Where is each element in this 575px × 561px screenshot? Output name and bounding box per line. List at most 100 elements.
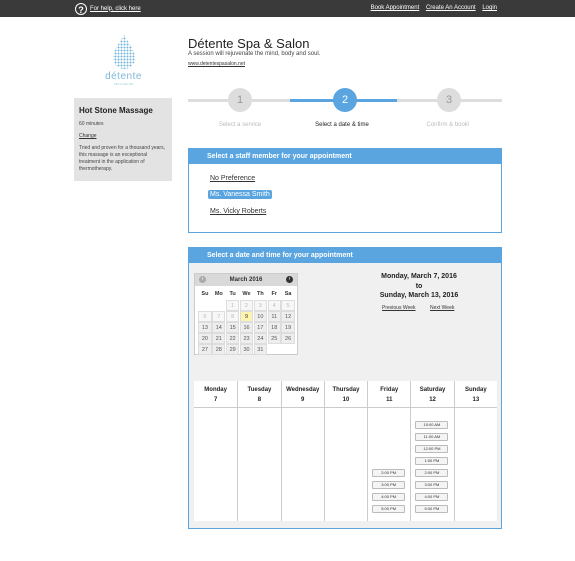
service-name: Hot Stone Massage [79,106,153,115]
calendar-day[interactable]: 10 [253,311,267,322]
day-column-friday: Friday 11 2:00 PM 3:00 PM 4:00 PM 5:00 PM [367,381,411,521]
change-service-link[interactable]: Change [79,133,97,139]
week-range-start: Monday, March 7, 2016 [381,273,457,280]
day-header: Saturday 12 [411,381,454,408]
calendar-day[interactable]: 29 [226,344,240,355]
time-slot-button[interactable]: 10:00 AM [415,421,449,429]
calendar-weekday-label: Mo [214,291,223,298]
calendar-empty-cell [212,300,225,310]
help-icon[interactable]: ? [75,2,87,15]
staff-panel-header: Select a staff member for your appointme… [189,149,501,164]
help-link[interactable]: For help, click here [90,5,141,12]
next-week-link[interactable]: Next Week [430,305,455,311]
calendar-day[interactable]: 25 [267,333,281,344]
calendar-empty-cell [281,344,294,354]
logo-subtitle: SPA & SALON [113,82,134,86]
calendar-day[interactable]: 30 [239,344,254,355]
calendar-day: 8 [226,311,240,322]
help-area[interactable]: ? For help, click here [75,1,141,16]
step-2-label: Select a date & time [315,122,369,128]
calendar-day[interactable]: 15 [226,322,240,333]
day-date: 7 [213,397,218,403]
calendar-day[interactable]: 13 [198,322,212,333]
calendar-day: 2 [239,300,254,311]
logo-wordmark: détente [105,71,142,82]
month-calendar: ‹ March 2016 › Su Mo Tu We Th Fr Sa 1 2 3 4 5 6 7 8 9 10… [194,273,298,355]
calendar-day[interactable]: 28 [212,344,226,355]
time-slot-button[interactable]: 4:00 PM [372,493,406,501]
week-range-to: to [415,283,423,290]
day-header: Tuesday 8 [238,381,281,408]
time-slot-button[interactable]: 4:00 PM [415,493,449,501]
staff-option-no-preference[interactable]: No Preference [210,175,256,182]
calendar-day[interactable]: 22 [226,333,240,344]
calendar-day[interactable]: 11 [267,311,281,322]
day-date: 11 [386,397,393,403]
day-header: Friday 11 [368,381,411,408]
calendar-day: 6 [198,311,212,322]
calendar-day[interactable]: 21 [212,333,226,344]
calendar-day[interactable]: 23 [239,333,254,344]
step-1-circle: 1 [228,88,252,112]
create-account-link[interactable]: Create An Account [425,5,476,11]
calendar-weekday-label: We [242,291,251,298]
day-header: Sunday 13 [454,381,497,408]
service-description: Tried and proven for a thousand years, t… [79,145,165,172]
calendar-day[interactable]: 9 [239,311,254,322]
top-links: Book Appointment Create An Account Login [366,5,497,11]
day-name: Thursday [332,387,360,393]
day-name: Monday [204,387,227,393]
calendar-day[interactable]: 24 [253,333,267,344]
calendar-day: 7 [212,311,226,322]
day-date: 12 [429,397,436,403]
top-bar: ? For help, click here Book Appointment … [0,0,575,17]
staff-option-vanessa-smith[interactable]: Ms. Vanessa Smith [208,190,272,199]
time-slot-button[interactable]: 1:00 PM [415,457,449,465]
calendar-day[interactable]: 16 [239,322,254,333]
selected-service-panel: Hot Stone Massage 60 minutes Change Trie… [74,98,172,181]
time-slot-button[interactable]: 5:00 PM [372,505,406,513]
step-2-circle: 2 [333,88,357,112]
calendar-day[interactable]: 17 [253,322,267,333]
spa-website-link[interactable]: www.detentespasalon.net [188,61,245,67]
calendar-day[interactable]: 26 [281,333,295,344]
prev-month-icon[interactable]: ‹ [199,276,206,283]
time-slot-button[interactable]: 12:00 PM [415,445,449,453]
time-slot-button[interactable]: 3:00 PM [415,481,449,489]
week-schedule: Monday 7 Tuesday 8 Wednesday 9 Thursday 10 Frida… [194,381,497,521]
day-column-sunday: Sunday 13 [453,381,497,521]
calendar-empty-cell [198,300,211,310]
calendar-weekday-label: Su [201,291,209,298]
next-month-icon[interactable]: › [286,276,293,283]
time-slot-button[interactable]: 5:00 PM [415,505,449,513]
spa-title: Détente Spa & Salon [188,36,310,51]
day-column-tuesday: Tuesday 8 [237,381,281,521]
calendar-day[interactable]: 14 [212,322,226,333]
calendar-day[interactable]: 20 [198,333,212,344]
day-name: Tuesday [247,387,272,393]
day-header: Monday 7 [194,381,238,408]
time-slot-button[interactable]: 3:00 PM [372,481,406,489]
calendar-day: 5 [281,300,295,311]
calendar-day: 3 [253,300,267,311]
day-date: 8 [257,397,262,403]
book-appointment-link[interactable]: Book Appointment [370,5,420,11]
step-3-circle: 3 [437,88,461,112]
time-slot-button[interactable]: 2:00 PM [372,469,406,477]
time-slot-button[interactable]: 2:00 PM [415,469,449,477]
calendar-empty-cell [268,344,281,354]
service-duration: 60 minutes [79,121,104,127]
day-column-saturday: Saturday 12 10:00 AM 11:00 AM 12:00 PM 1:00 P… [410,381,454,521]
previous-week-link[interactable]: Previous Week [382,305,416,311]
calendar-day[interactable]: 18 [267,322,281,333]
calendar-day[interactable]: 19 [281,322,295,333]
staff-option-vicky-roberts[interactable]: Ms. Vicky Roberts [210,208,267,215]
calendar-day[interactable]: 31 [253,344,268,355]
calendar-weekday-label: Th [257,291,264,298]
time-slot-button[interactable]: 11:00 AM [415,433,449,441]
login-link[interactable]: Login [482,5,497,11]
calendar-day[interactable]: 12 [281,311,295,322]
step-1-label: Select a service [218,122,262,128]
day-column-thursday: Thursday 10 [323,381,368,521]
calendar-day[interactable]: 27 [198,344,212,355]
